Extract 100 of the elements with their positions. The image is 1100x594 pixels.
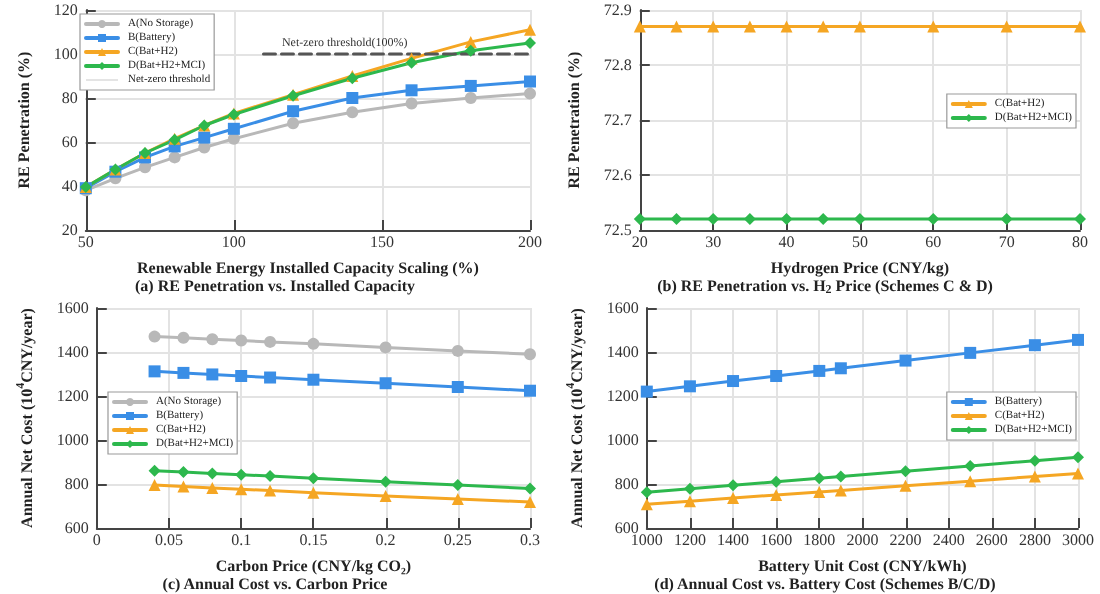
point	[198, 131, 211, 144]
y-tick-label: 20	[61, 221, 78, 239]
point	[235, 483, 248, 496]
point	[379, 377, 392, 390]
point	[235, 334, 248, 347]
x-tick-label: 0.05	[155, 531, 183, 549]
y-tick-label: 100	[53, 45, 78, 63]
point	[1072, 451, 1084, 464]
text: (d) Annual Cost vs. Battery Cost (Schemes B/C/D)	[654, 575, 997, 593]
point	[813, 485, 826, 498]
point	[813, 472, 826, 485]
y-axis-title: RE Penetration (%)	[565, 50, 583, 189]
x-tick-label: 0.25	[443, 531, 472, 549]
x-tick-label: 2800	[1018, 531, 1051, 549]
x-tick-label: 150	[369, 233, 394, 251]
x-tick-label: 1400	[717, 531, 750, 549]
point	[683, 380, 696, 393]
y-tick-label: 120	[53, 1, 78, 19]
x-tick-label: 0.3	[520, 531, 540, 549]
point	[379, 489, 392, 502]
point	[148, 365, 161, 378]
x-axis-title: Battery Unit Cost (CNY/kWh)	[758, 557, 968, 575]
point	[405, 84, 418, 97]
y-tick-label: 60	[61, 133, 78, 151]
point	[307, 373, 320, 386]
y-tick-label: 1200	[606, 387, 639, 405]
y-tick-label: 800	[64, 475, 89, 493]
x-tick-label: 50	[851, 233, 868, 251]
point	[206, 481, 219, 494]
point	[307, 337, 320, 350]
y-tick-label: 72.8	[603, 56, 632, 74]
point	[307, 486, 320, 499]
y-tick-label: 600	[64, 519, 89, 537]
y-tick-label: 72.6	[603, 166, 632, 184]
y-tick-label: 72.5	[603, 221, 632, 239]
point	[264, 335, 277, 348]
x-tick-label: 70	[998, 233, 1015, 251]
point	[524, 87, 536, 100]
x-tick-label: 0.15	[299, 531, 328, 549]
point	[464, 79, 477, 92]
x-tick-label: 2600	[975, 531, 1008, 549]
x-tick-label: 0.1	[231, 531, 252, 549]
point	[770, 369, 783, 382]
point	[451, 492, 464, 505]
point	[464, 92, 477, 104]
point	[206, 333, 219, 346]
point	[834, 362, 847, 375]
x-tick-label: 80	[1072, 233, 1088, 251]
point	[1072, 333, 1084, 346]
x-tick-label: 0.2	[375, 531, 396, 549]
x-tick-label: 2400	[932, 531, 965, 549]
point	[899, 465, 912, 478]
x-tick-label: 1200	[673, 531, 706, 549]
point	[524, 482, 536, 495]
point	[770, 475, 783, 488]
point	[683, 495, 696, 508]
point	[148, 464, 161, 477]
y-tick-label: 1600	[56, 299, 89, 317]
point	[640, 486, 653, 499]
point	[683, 482, 696, 495]
point	[206, 467, 219, 480]
point	[235, 369, 248, 382]
x-tick-label: 1600	[760, 531, 793, 549]
point	[964, 346, 977, 359]
y-tick-label: 72.9	[603, 1, 632, 19]
point	[227, 122, 240, 135]
y-tick-label: 1400	[56, 343, 89, 361]
point	[148, 330, 161, 343]
point	[451, 344, 464, 357]
y-tick-label: 80	[61, 89, 78, 107]
y-axis-title: RE Penetration (%)	[15, 50, 33, 189]
point	[524, 496, 536, 509]
x-tick-label: 3000	[1062, 531, 1094, 549]
point	[177, 466, 190, 479]
y-tick-label: 1200	[56, 387, 89, 405]
point	[640, 498, 653, 511]
point	[177, 331, 190, 344]
x-tick-label: 60	[925, 233, 942, 251]
x-tick-label: 50	[77, 233, 94, 251]
point	[524, 23, 536, 36]
x-tick-label: 100	[221, 233, 246, 251]
x-tick-label: 40	[778, 233, 795, 251]
point	[524, 384, 536, 397]
x-tick-label: 30	[705, 233, 722, 251]
y-tick-label: 600	[614, 519, 639, 537]
point	[834, 484, 847, 497]
point	[287, 117, 300, 130]
y-tick-label: 72.7	[603, 111, 632, 129]
point	[727, 492, 740, 505]
point	[524, 348, 536, 361]
y-tick-label: 800	[614, 475, 639, 493]
point	[177, 366, 190, 379]
point	[264, 371, 277, 384]
point	[1028, 470, 1041, 483]
x-tick-label: 1800	[803, 531, 836, 549]
point	[727, 375, 740, 388]
point	[1028, 339, 1041, 352]
point	[235, 468, 248, 481]
point	[770, 489, 783, 501]
x-tick-label: 0	[92, 531, 101, 549]
